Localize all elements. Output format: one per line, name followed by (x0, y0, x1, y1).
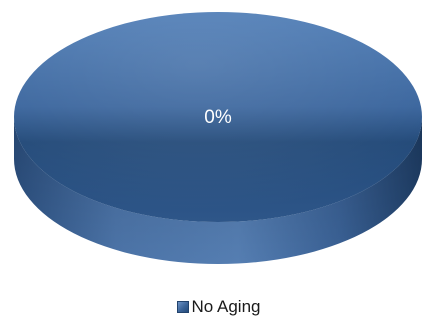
pie-chart-plot: 0% (14, 12, 422, 264)
legend-label: No Aging (191, 297, 261, 316)
pie-slice-highlight (14, 12, 422, 222)
slice-data-label: 0% (204, 107, 232, 128)
pie-slice-side-shade (14, 117, 422, 264)
legend-entry: No Aging (176, 297, 261, 317)
chart-legend: No Aging (0, 297, 437, 318)
legend-swatch-icon (176, 301, 189, 313)
